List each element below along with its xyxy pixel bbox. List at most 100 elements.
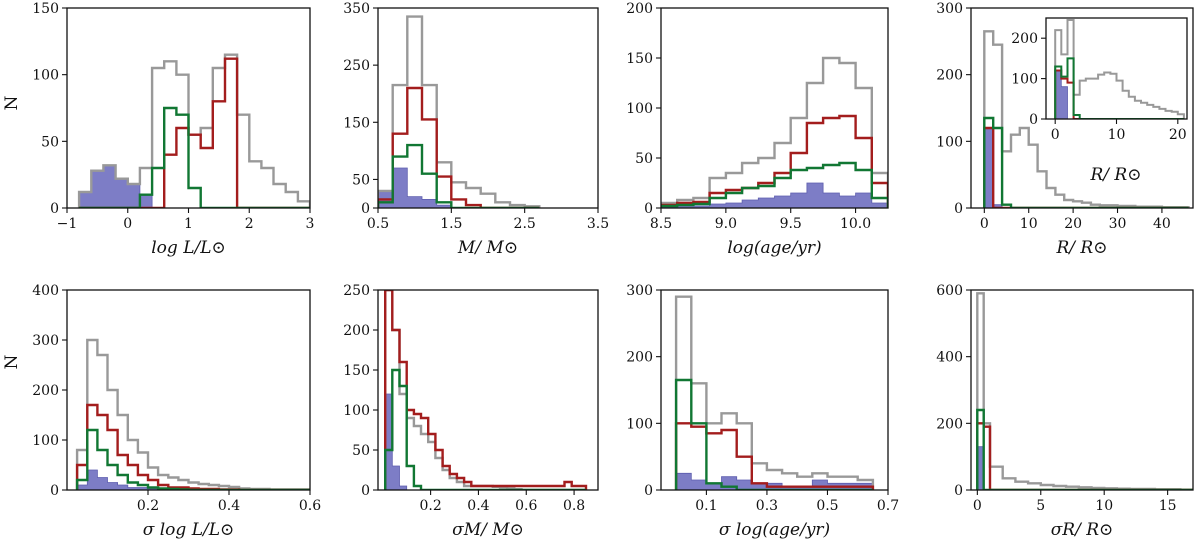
x-tick-label-sig_age: 0.3: [756, 498, 778, 514]
x-axis-label-age: log(age/yr): [727, 238, 821, 258]
x-tick-label-mass: 1.5: [440, 216, 462, 232]
plot-area-sig_logL: [75, 338, 310, 490]
axes-frame-sig_logL: [66, 289, 311, 491]
x-tick-label-sig_radius: 5: [1036, 498, 1045, 514]
axes-frame-radius: [970, 7, 1194, 209]
series-red-logL: [79, 57, 310, 208]
x-tick-label-sig_age: 0.1: [695, 498, 717, 514]
y-tick-label-sig_radius: 400: [936, 350, 963, 366]
y-tick-label-mass: 250: [343, 58, 370, 74]
x-tick-label-radius: 20: [1169, 127, 1187, 143]
y-tick-label-sig_radius: 0: [954, 483, 963, 499]
x-tick-label-sig_logL: 0.4: [218, 498, 240, 514]
y-tick-label-sig_age: 100: [626, 416, 653, 432]
y-tick-label-radius: 0: [1029, 112, 1038, 128]
series-all-sig_radius: [976, 292, 1193, 490]
x-tick-label-sig_radius: 15: [1159, 498, 1177, 514]
y-tick-label-mass: 50: [352, 172, 370, 188]
plot-area-sig_mass: [384, 290, 588, 490]
y-tick-label-mass: 350: [343, 1, 370, 17]
x-tick-label-sig_logL: 0.6: [299, 498, 321, 514]
x-tick-label-sig_mass: 0.2: [419, 498, 441, 514]
series-blue-mass: [378, 167, 540, 208]
series-red-radius-inset: [1054, 69, 1184, 119]
x-tick-label-radius: 0: [1051, 127, 1060, 143]
series-blue-sig_mass: [384, 393, 586, 490]
x-tick-label-sig_age: 0.5: [816, 498, 838, 514]
series-green-mass: [378, 143, 540, 208]
y-tick-label-sig_age: 200: [626, 350, 653, 366]
y-tick-label-radius: 100: [1011, 72, 1038, 88]
series-all-sig_age: [674, 295, 875, 490]
y-tick-label-logL: 150: [32, 1, 59, 17]
y-tick-label-sig_mass: 150: [343, 363, 370, 379]
x-tick-label-radius: 30: [1109, 216, 1127, 232]
x-tick-label-radius: 10: [1020, 216, 1038, 232]
y-tick-label-age: 0: [644, 201, 653, 217]
series-all-mass: [378, 15, 541, 208]
plot-area-mass: [378, 15, 541, 208]
y-axis-label-top: N: [2, 95, 22, 110]
x-axis-label-radius: R/ R⊙: [1056, 238, 1108, 258]
y-tick-label-sig_age: 0: [644, 483, 653, 499]
x-tick-label-mass: 2.5: [514, 216, 536, 232]
series-green-sig_age: [674, 378, 873, 490]
series-blue-logL: [78, 164, 310, 208]
y-tick-label-sig_mass: 250: [343, 283, 370, 299]
x-tick-label-sig_mass: 0.6: [515, 498, 537, 514]
x-axis-label-sig_logL: σ log L/L⊙: [143, 520, 235, 540]
y-tick-label-radius: 300: [936, 1, 963, 17]
x-tick-label-sig_age: 0.7: [877, 498, 899, 514]
series-all-sig_mass: [384, 290, 586, 490]
y-tick-label-mass: 0: [361, 201, 370, 217]
x-tick-label-radius: 40: [1153, 216, 1171, 232]
x-tick-label-logL: 2: [245, 216, 254, 232]
series-blue-age: [661, 182, 888, 208]
x-tick-label-logL: 0: [123, 216, 132, 232]
plot-area-sig_radius: [976, 292, 1193, 490]
x-axis-label-mass: M/ M⊙: [457, 238, 518, 258]
series-all-radius: [983, 30, 1190, 208]
x-axis-label-sig_age: σ log(age/yr): [719, 520, 830, 540]
series-red-radius: [983, 126, 1189, 208]
x-tick-label-sig_radius: 0: [973, 498, 982, 514]
x-tick-label-sig_mass: 0.8: [563, 498, 585, 514]
plot-area-age: [661, 56, 888, 208]
series-green-sig_logL: [75, 428, 310, 490]
y-tick-label-age: 200: [626, 1, 653, 17]
series-green-logL: [79, 106, 310, 208]
y-tick-label-logL: 0: [50, 201, 59, 217]
series-red-sig_radius: [976, 422, 1193, 490]
y-tick-label-sig_logL: 200: [32, 383, 59, 399]
axes-frame-sig_radius: [970, 289, 1194, 491]
series-red-mass: [378, 86, 540, 208]
axes-frame-sig_mass: [377, 289, 599, 491]
x-axis-label-sig_radius: σR/ R⊙: [1051, 520, 1114, 540]
y-tick-label-sig_age: 300: [626, 283, 653, 299]
x-tick-label-sig_logL: 0.2: [137, 498, 159, 514]
series-all-sig_logL: [75, 338, 310, 490]
y-tick-label-sig_radius: 600: [936, 283, 963, 299]
x-tick-label-mass: 3.5: [587, 216, 609, 232]
x-tick-label-logL: −1: [57, 216, 78, 232]
series-blue-radius-inset: [1054, 70, 1184, 119]
x-tick-label-age: 9.0: [715, 216, 737, 232]
y-axis-label-bottom: N: [2, 354, 22, 369]
x-axis-label-sig_mass: σM/ M⊙: [452, 520, 524, 540]
x-axis-label-logL: log L/L⊙: [151, 238, 226, 258]
plot-area-radius-inset: [1054, 19, 1185, 119]
x-tick-label-age: 8.5: [650, 216, 672, 232]
y-tick-label-radius: 200: [1011, 31, 1038, 47]
y-tick-label-sig_mass: 100: [343, 403, 370, 419]
y-tick-label-logL: 50: [41, 134, 59, 150]
y-tick-label-sig_logL: 400: [32, 283, 59, 299]
y-tick-label-age: 50: [635, 151, 653, 167]
y-tick-label-sig_mass: 50: [352, 443, 370, 459]
y-tick-label-sig_mass: 0: [361, 483, 370, 499]
y-tick-label-radius: 200: [936, 68, 963, 84]
x-tick-label-sig_radius: 10: [1095, 498, 1113, 514]
series-red-sig_age: [674, 422, 875, 490]
plot-area-radius: [983, 30, 1190, 208]
x-tick-label-logL: 1: [184, 216, 193, 232]
